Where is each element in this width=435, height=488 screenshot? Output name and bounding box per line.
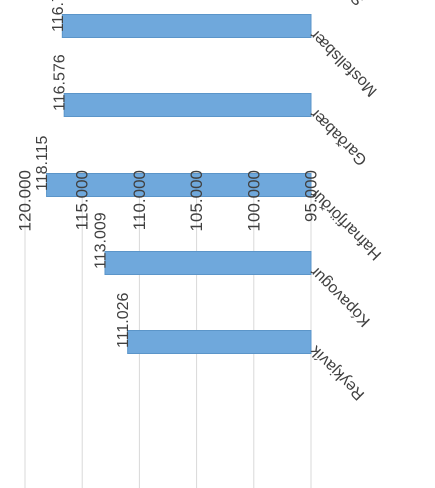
value-tick-label: 100.000 xyxy=(244,170,263,231)
bar xyxy=(104,251,312,275)
data-label: 116.738 xyxy=(50,0,67,32)
value-tick-label: 105.000 xyxy=(187,170,206,231)
category-label: Mosfellsbær xyxy=(307,26,381,100)
data-label: 111.026 xyxy=(115,292,132,348)
value-tick-label: 95.000 xyxy=(302,170,321,222)
bars xyxy=(46,14,312,354)
data-label: 116.576 xyxy=(52,54,69,111)
value-tick-label: 110.000 xyxy=(130,170,149,230)
data-label: 118.115 xyxy=(34,135,51,191)
value-tick-label: 115.000 xyxy=(73,170,92,230)
value-axis-ticks: 95.000 100.000 105.000 110.000 115.000 120.00… xyxy=(16,170,321,231)
data-label: 113.009 xyxy=(92,212,109,269)
bar xyxy=(63,93,312,117)
category-label: Kópavogur xyxy=(307,263,374,330)
bar xyxy=(127,330,312,354)
value-tick-label: 120.000 xyxy=(16,170,35,231)
data-labels: 111.026 113.009 118.115 116.576 116.738 xyxy=(34,0,132,348)
category-label: Seltjarnar xyxy=(307,0,368,8)
category-label: Garðabær xyxy=(307,105,371,169)
category-label: Hafnarfjörður xyxy=(307,185,386,264)
category-label: Reykjavík xyxy=(306,341,368,403)
bar xyxy=(61,14,312,38)
bar xyxy=(46,173,312,197)
